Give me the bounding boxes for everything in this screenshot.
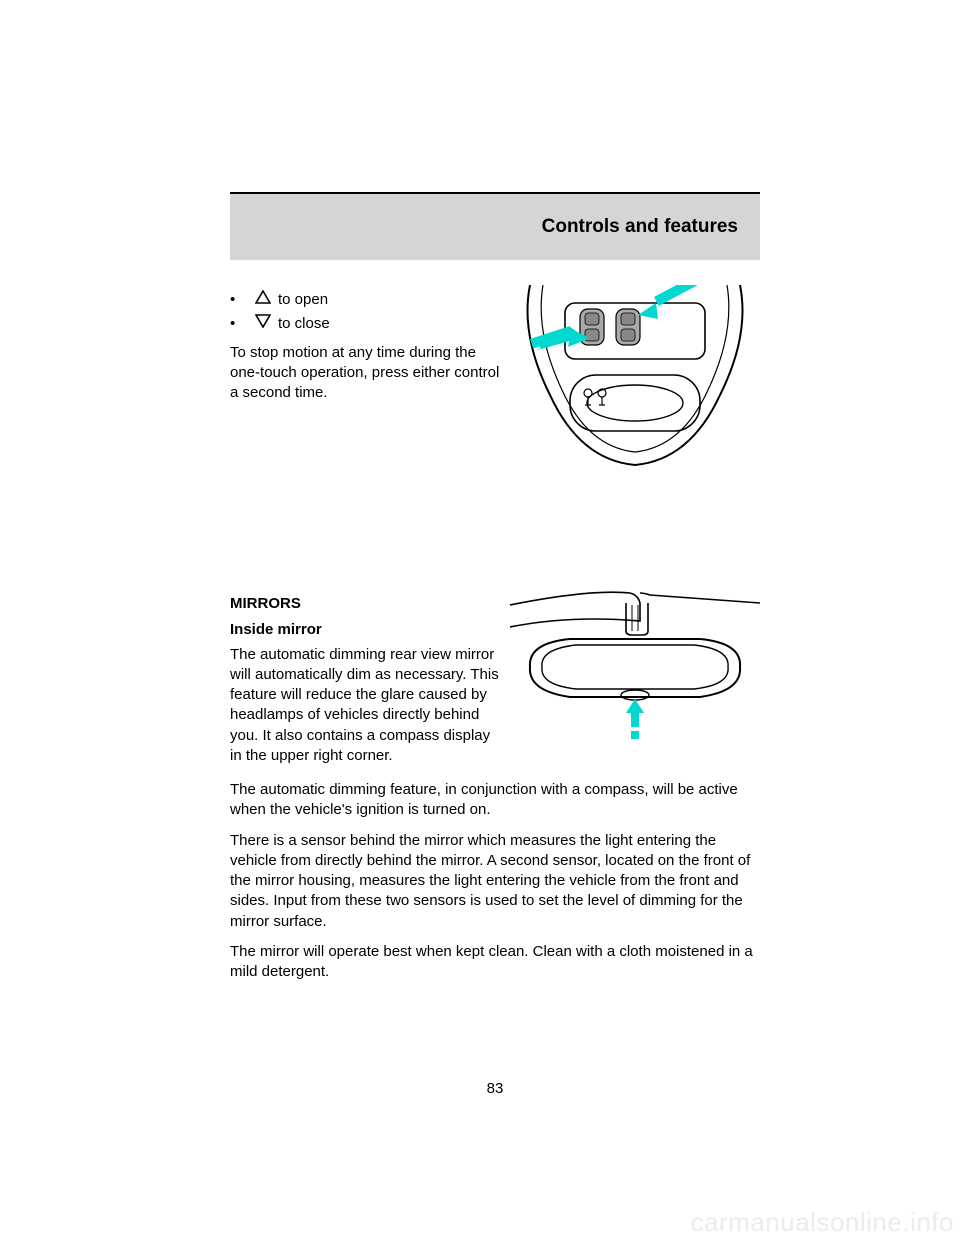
bullet-open: • to open (230, 290, 500, 310)
mirror-para-3: There is a sensor behind the mirror whic… (230, 831, 760, 932)
watermark: carmanualsonline.info (691, 1207, 954, 1238)
inside-mirror-subheading: Inside mirror (230, 620, 500, 640)
para-one-touch: To stop motion at any time during the on… (230, 343, 500, 404)
header-title: Controls and features (542, 216, 738, 238)
bullet-close: • to close (230, 314, 500, 334)
header-bar: Controls and features (230, 192, 760, 260)
down-triangle-icon (248, 314, 278, 328)
body-text-upper: • to open • to close To stop motion at a… (230, 290, 500, 403)
moonroof-console-diagram (510, 285, 760, 470)
page-number: 83 (230, 1080, 760, 1097)
body-text-mirrors: MIRRORS Inside mirror The automatic dimm… (230, 552, 500, 766)
page: Controls and features (0, 0, 960, 1242)
body-text-lower: The automatic dimming feature, in conjun… (230, 780, 760, 992)
mirror-para-4: The mirror will operate best when kept c… (230, 942, 760, 983)
up-triangle-icon (248, 290, 278, 304)
inside-mirror-diagram (510, 585, 760, 755)
mirror-para-1: The automatic dimming rear view mirror w… (230, 645, 500, 767)
mirrors-heading: MIRRORS (230, 594, 500, 614)
mirror-para-2: The automatic dimming feature, in conjun… (230, 780, 760, 821)
